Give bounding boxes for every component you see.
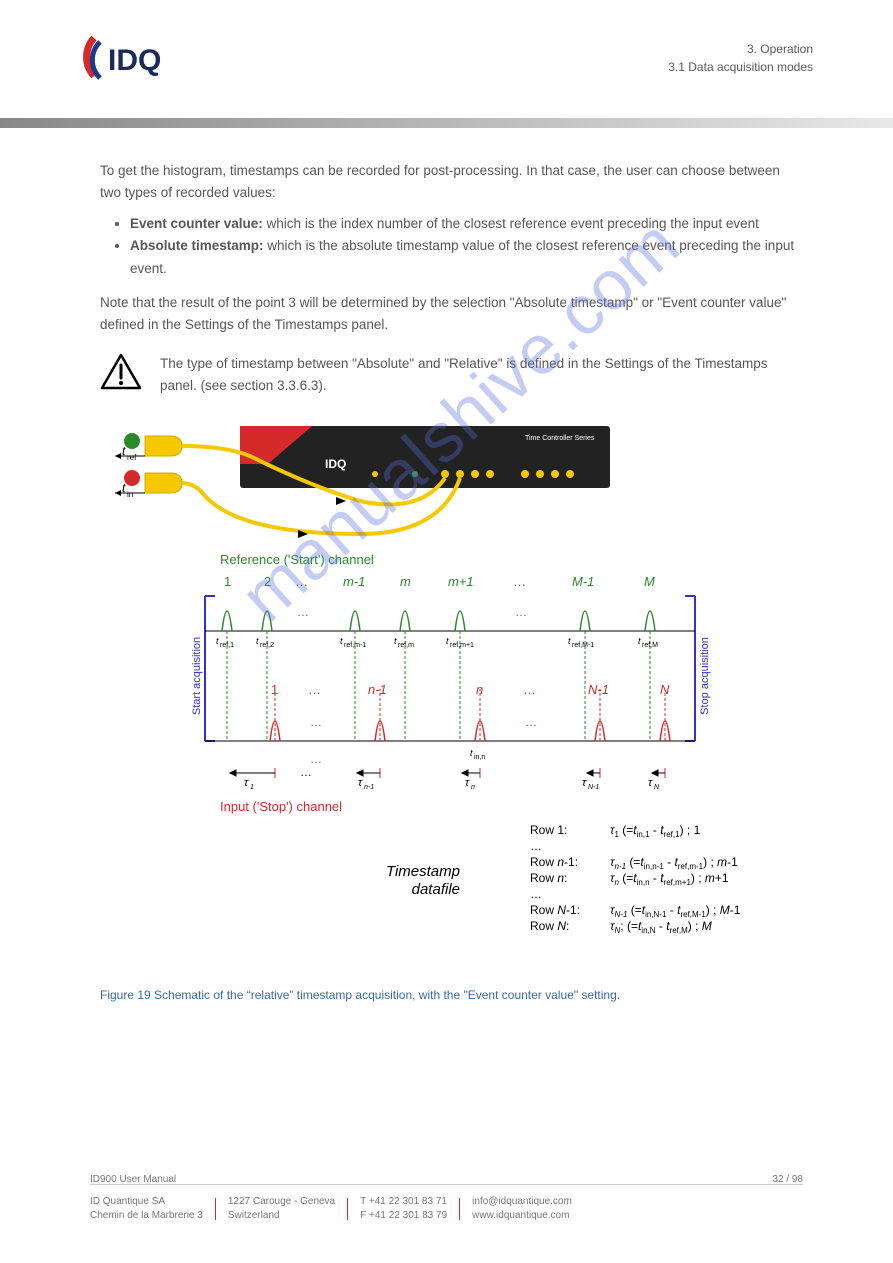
idq-logo: IDQ: [80, 28, 180, 90]
timing-diagram: t ref t in IDQ Time Controller Series: [100, 416, 800, 1006]
svg-text:IDQ: IDQ: [108, 44, 161, 77]
svg-text:datafile: datafile: [412, 881, 460, 898]
svg-text:Time Controller Series: Time Controller Series: [525, 435, 595, 442]
svg-text:…: …: [530, 887, 542, 901]
svg-text:ref,m-1: ref,m-1: [344, 642, 366, 649]
svg-text:M: M: [644, 574, 655, 589]
svg-text:Reference ('Start') channel: Reference ('Start') channel: [220, 552, 374, 567]
warning-text: The type of timestamp between "Absolute"…: [160, 353, 803, 396]
svg-text:τ: τ: [358, 777, 363, 789]
svg-text:…: …: [513, 574, 526, 589]
list-item: Absolute timestamp: which is the absolut…: [130, 235, 803, 280]
svg-text:Stop acquisition: Stop acquisition: [699, 638, 711, 716]
svg-text:1: 1: [250, 784, 254, 791]
svg-text:ref,m: ref,m: [398, 642, 414, 649]
svg-text:1: 1: [224, 574, 231, 589]
svg-text:…: …: [523, 682, 536, 697]
svg-text:Input ('Stop') channel: Input ('Stop') channel: [220, 799, 342, 814]
note-paragraph: Note that the result of the point 3 will…: [100, 292, 803, 335]
svg-text:τ: τ: [648, 777, 653, 789]
footer-company: ID Quantique SA Chemin de la Marbrerie 3: [90, 1195, 203, 1223]
svg-text:…: …: [310, 715, 322, 729]
bullet-list: Event counter value: which is the index …: [130, 213, 803, 280]
svg-text:t: t: [446, 636, 449, 646]
svg-text:…: …: [515, 605, 527, 619]
header-rule: [0, 118, 893, 128]
section-label: 3.1 Data acquisition modes: [668, 58, 813, 76]
svg-text:Timestamp: Timestamp: [386, 863, 460, 880]
svg-text:τ1 (=tin,1 - tref,1) ; 1: τ1 (=tin,1 - tref,1) ; 1: [610, 823, 701, 839]
svg-text:τn-1 (=tin,n-1 - tref,m-1) ; m: τn-1 (=tin,n-1 - tref,m-1) ; m-1: [610, 855, 738, 871]
svg-text:τN-1 (=tin,N-1 - tref,M-1) ; M: τN-1 (=tin,N-1 - tref,M-1) ; M-1: [610, 903, 741, 919]
svg-text:in: in: [127, 490, 133, 499]
svg-text:t: t: [638, 636, 641, 646]
svg-text:N: N: [654, 784, 660, 791]
page-header: IDQ 3. Operation 3.1 Data acquisition mo…: [0, 0, 893, 125]
svg-text:τn (=tin,n - tref,m+1) ; m+1: τn (=tin,n - tref,m+1) ; m+1: [610, 871, 729, 887]
svg-text:1: 1: [271, 682, 278, 697]
svg-text:N-1: N-1: [588, 784, 599, 791]
svg-text:…: …: [310, 752, 322, 766]
svg-text:N: N: [660, 682, 670, 697]
svg-text:ref,M-1: ref,M-1: [572, 642, 594, 649]
footer-address: 1227 Carouge - Geneva Switzerland: [228, 1195, 335, 1223]
svg-text:m+1: m+1: [448, 574, 474, 589]
svg-text:Row n-1:: Row n-1:: [530, 855, 578, 869]
svg-text:…: …: [300, 765, 312, 779]
svg-text:ref,m+1: ref,m+1: [450, 642, 474, 649]
header-section: 3. Operation 3.1 Data acquisition modes: [668, 40, 813, 76]
page-content: To get the histogram, timestamps can be …: [0, 125, 893, 1006]
svg-text:n: n: [471, 784, 475, 791]
warning-icon: [100, 353, 142, 394]
svg-text:t: t: [256, 636, 259, 646]
list-item: Event counter value: which is the index …: [130, 213, 803, 235]
svg-text:τ: τ: [244, 777, 249, 789]
svg-text:t: t: [394, 636, 397, 646]
svg-text:n-1: n-1: [364, 784, 374, 791]
svg-text:τ: τ: [465, 777, 470, 789]
svg-text:IDQ: IDQ: [325, 457, 346, 471]
svg-text:n-1: n-1: [368, 682, 387, 697]
svg-text:τ: τ: [582, 777, 587, 789]
svg-text:t: t: [216, 636, 219, 646]
svg-text:m: m: [400, 574, 411, 589]
svg-text:t: t: [340, 636, 343, 646]
intro-paragraph: To get the histogram, timestamps can be …: [100, 160, 803, 203]
svg-text:…: …: [530, 839, 542, 853]
svg-text:Row N:: Row N:: [530, 919, 569, 933]
svg-text:Row N-1:: Row N-1:: [530, 903, 580, 917]
footer-web: info@idquantique.com www.idquantique.com: [472, 1195, 572, 1223]
svg-text:M-1: M-1: [572, 574, 594, 589]
footer-phone: T +41 22 301 83 71 F +41 22 301 83 79: [360, 1195, 447, 1223]
svg-text:ref,M: ref,M: [642, 642, 658, 649]
svg-text:m-1: m-1: [343, 574, 365, 589]
chapter-label: 3. Operation: [668, 40, 813, 58]
svg-text:…: …: [295, 574, 308, 589]
svg-text:τN; (=tin,N - tref,M) ; M: τN; (=tin,N - tref,M) ; M: [610, 919, 712, 935]
svg-text:ref: ref: [127, 453, 137, 462]
warning-box: The type of timestamp between "Absolute"…: [100, 353, 803, 406]
svg-text:t: t: [568, 636, 571, 646]
svg-text:n: n: [476, 682, 483, 697]
svg-text:ref,1: ref,1: [220, 642, 234, 649]
svg-text:ref,2: ref,2: [260, 642, 274, 649]
svg-text:2: 2: [264, 574, 271, 589]
svg-text:Row 1:: Row 1:: [530, 823, 567, 837]
svg-text:Start acquisition: Start acquisition: [191, 637, 203, 715]
svg-text:…: …: [525, 715, 537, 729]
svg-text:Row n:: Row n:: [530, 871, 567, 885]
svg-text:t: t: [470, 748, 473, 758]
svg-text:…: …: [308, 682, 321, 697]
page-footer: ID Quantique SA Chemin de la Marbrerie 3…: [0, 1184, 893, 1223]
svg-text:N-1: N-1: [588, 682, 609, 697]
svg-text:…: …: [297, 605, 309, 619]
svg-text:in,n: in,n: [474, 754, 485, 761]
